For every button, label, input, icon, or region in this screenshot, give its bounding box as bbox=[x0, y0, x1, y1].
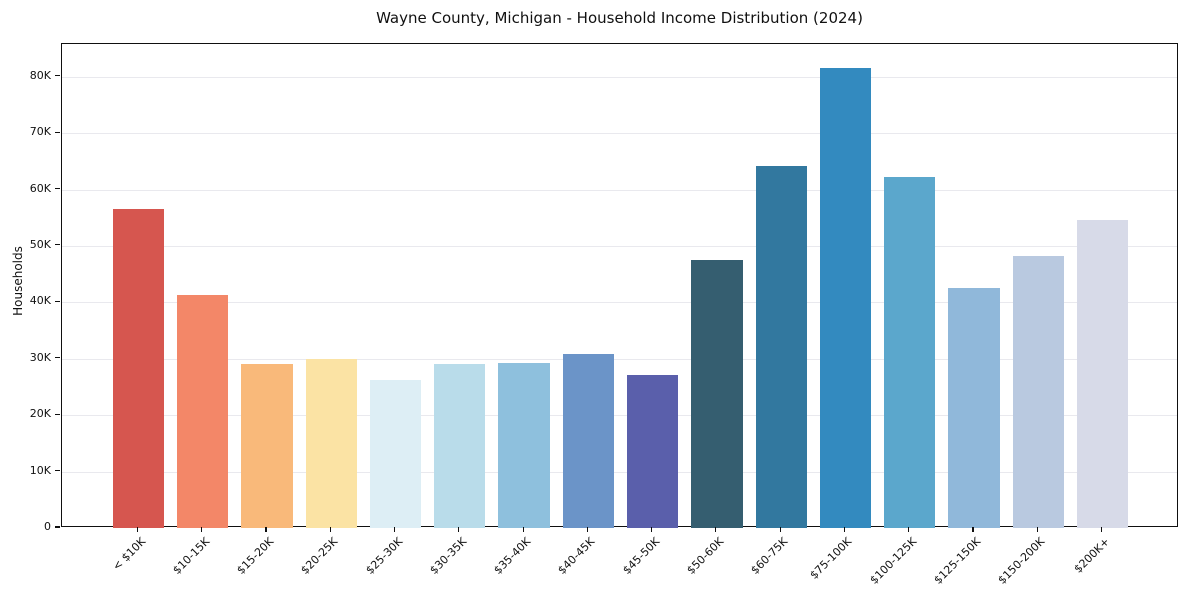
bar-4045k bbox=[562, 354, 615, 528]
x-tick-mark-10 bbox=[779, 527, 781, 532]
bar-2025k bbox=[305, 358, 357, 528]
x-tick-mark-14 bbox=[1036, 527, 1038, 532]
plot-area bbox=[61, 43, 1178, 528]
y-tick-mark-10K bbox=[55, 470, 60, 472]
y-tick-label-10K: 10K bbox=[29, 463, 51, 477]
bar-150200k bbox=[1012, 255, 1064, 528]
bar-3540k bbox=[498, 363, 550, 528]
bar-6075k bbox=[755, 166, 807, 528]
x-tick-mark-6 bbox=[522, 527, 524, 532]
x-tick-mark-12 bbox=[908, 527, 910, 532]
y-tick-mark-50K bbox=[55, 244, 60, 246]
gridline-80K bbox=[62, 76, 1177, 78]
y-tick-mark-60K bbox=[55, 187, 60, 190]
x-tick-mark-4 bbox=[394, 527, 396, 532]
chart-title: Wayne County, Michigan - Household Incom… bbox=[376, 9, 863, 27]
bar-200k bbox=[1076, 220, 1129, 528]
y-tick-mark-0 bbox=[55, 526, 60, 528]
bar-4550k bbox=[626, 374, 679, 528]
x-tick-mark-5 bbox=[458, 527, 460, 532]
x-tick-mark-2 bbox=[265, 527, 267, 532]
bar-75100k bbox=[819, 68, 872, 528]
gridline-20K bbox=[62, 415, 1177, 417]
x-tick-mark-15 bbox=[1100, 527, 1103, 532]
y-tick-label-80K: 80K bbox=[29, 68, 51, 82]
gridline-10K bbox=[62, 471, 1177, 473]
y-tick-mark-70K bbox=[55, 131, 60, 133]
x-tick-mark-0 bbox=[136, 527, 139, 532]
bar-125150k bbox=[948, 288, 1000, 528]
bar-100125k bbox=[884, 177, 936, 528]
x-tick-mark-1 bbox=[201, 527, 203, 532]
y-tick-label-50K: 50K bbox=[29, 237, 51, 251]
gridline-50K bbox=[62, 245, 1177, 247]
bar-5060k bbox=[691, 260, 743, 528]
y-tick-label-20K: 20K bbox=[29, 407, 51, 421]
y-tick-mark-40K bbox=[55, 300, 60, 302]
y-tick-mark-80K bbox=[55, 75, 60, 77]
bar-2530k bbox=[369, 379, 422, 528]
x-tick-mark-13 bbox=[972, 527, 974, 532]
y-tick-label-0: 0 bbox=[44, 520, 51, 533]
y-tick-mark-30K bbox=[55, 357, 60, 359]
gridline-70K bbox=[62, 133, 1177, 135]
x-tick-mark-8 bbox=[651, 527, 653, 532]
gridline-30K bbox=[62, 358, 1177, 360]
y-tick-label-60K: 60K bbox=[29, 181, 51, 195]
x-tick-mark-9 bbox=[715, 527, 717, 532]
x-tick-mark-3 bbox=[329, 527, 331, 532]
y-tick-mark-20K bbox=[55, 413, 60, 415]
bar-10k bbox=[112, 209, 165, 528]
x-tick-mark-7 bbox=[586, 527, 588, 532]
y-tick-label-40K: 40K bbox=[29, 294, 51, 308]
bar-3035k bbox=[434, 364, 486, 528]
bar-1520k bbox=[241, 363, 293, 528]
x-tick-label-10k: < $10K bbox=[109, 535, 148, 574]
y-tick-label-70K: 70K bbox=[29, 125, 51, 139]
y-tick-label-30K: 30K bbox=[29, 350, 51, 364]
x-tick-mark-11 bbox=[843, 527, 845, 532]
gridline-40K bbox=[62, 302, 1177, 304]
bar-1015k bbox=[177, 294, 229, 528]
gridline-60K bbox=[62, 189, 1177, 191]
